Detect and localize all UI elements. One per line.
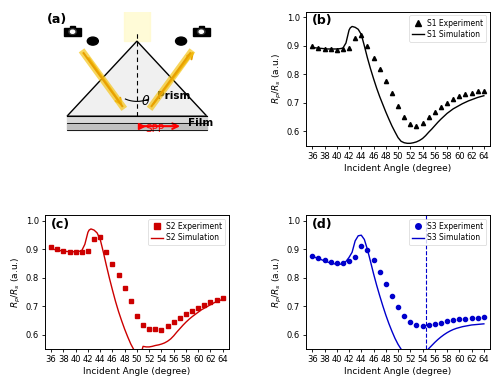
Circle shape [70,30,74,33]
Legend: S3 Experiment, S3 Simulation: S3 Experiment, S3 Simulation [410,219,486,246]
Text: (a): (a) [47,13,67,26]
X-axis label: Incident Angle (degree): Incident Angle (degree) [84,367,190,376]
Text: Film: Film [188,118,214,128]
Bar [199,26,203,28]
Y-axis label: $R_p/R_s$ (a.u.): $R_p/R_s$ (a.u.) [10,256,22,308]
Text: (b): (b) [312,14,332,27]
Circle shape [199,30,203,33]
Text: Prism: Prism [157,91,190,101]
Text: SPP: SPP [146,124,165,134]
Y-axis label: $R_p/R_s$ (a.u.): $R_p/R_s$ (a.u.) [270,53,284,104]
Polygon shape [67,41,207,116]
Text: $\theta$: $\theta$ [140,94,150,108]
Legend: S1 Experiment, S1 Simulation: S1 Experiment, S1 Simulation [410,16,486,42]
Polygon shape [67,116,207,123]
Bar [70,26,75,28]
Circle shape [69,29,76,35]
Bar [193,28,210,36]
Circle shape [176,37,186,45]
Legend: S2 Experiment, S2 Simulation: S2 Experiment, S2 Simulation [148,219,225,246]
Y-axis label: $R_p/R_s$ (a.u.): $R_p/R_s$ (a.u.) [270,256,284,308]
Text: (d): (d) [312,218,332,231]
Polygon shape [124,5,150,41]
Text: (c): (c) [50,218,70,231]
X-axis label: Incident Angle (degree): Incident Angle (degree) [344,367,452,376]
Bar [64,28,81,36]
Circle shape [198,29,205,35]
Circle shape [88,37,99,45]
Polygon shape [67,123,207,130]
X-axis label: Incident Angle (degree): Incident Angle (degree) [344,164,452,173]
